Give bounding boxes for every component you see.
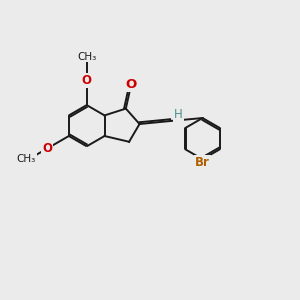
Text: H: H [174, 108, 183, 121]
Text: CH₃: CH₃ [17, 154, 36, 164]
Text: CH₃: CH₃ [77, 52, 96, 61]
Text: O: O [42, 142, 52, 155]
Text: Br: Br [195, 156, 210, 169]
Text: O: O [82, 74, 92, 87]
Text: O: O [126, 78, 137, 91]
